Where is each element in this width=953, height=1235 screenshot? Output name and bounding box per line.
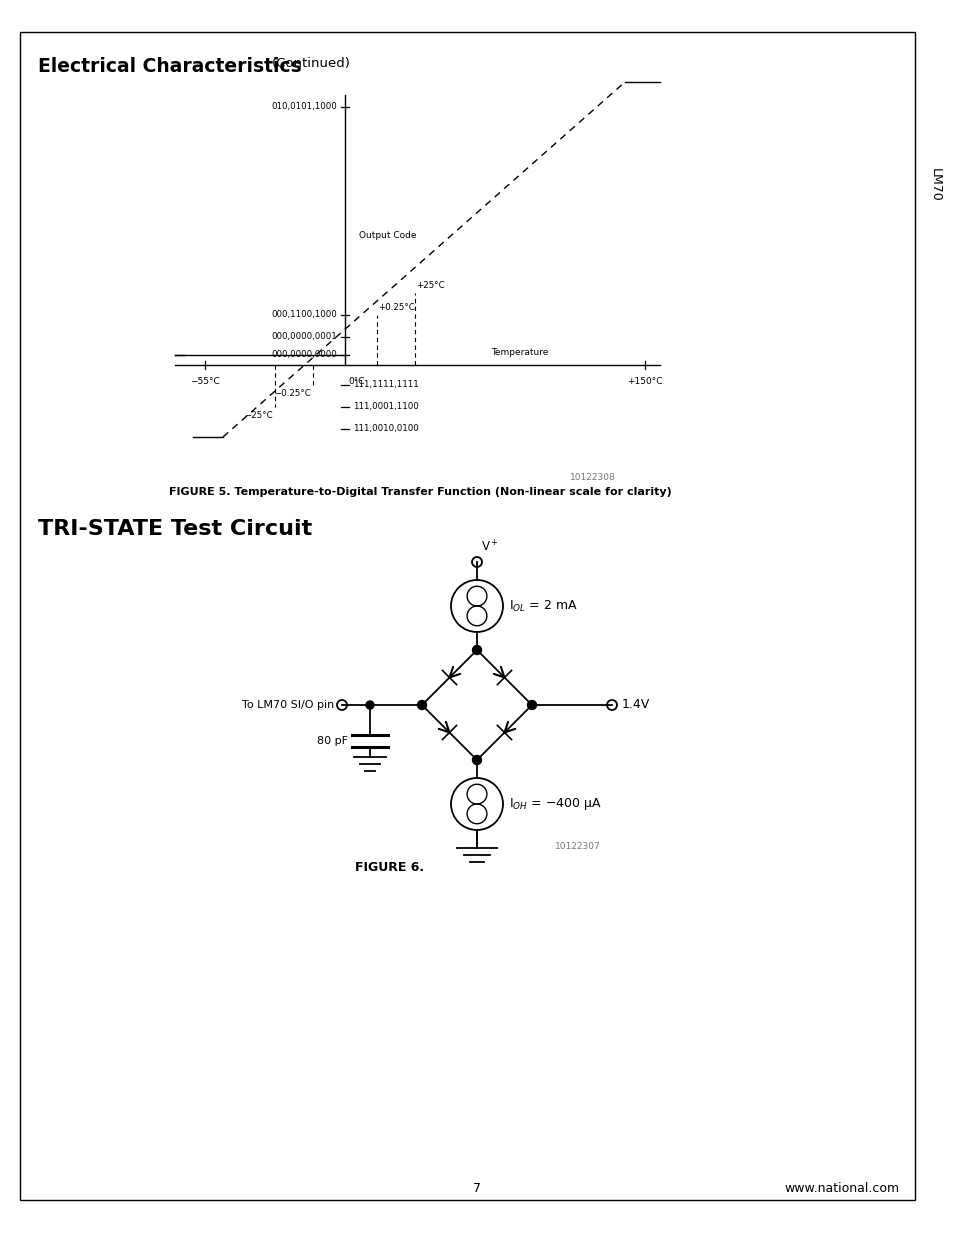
Text: +0.25°C: +0.25°C	[377, 303, 415, 312]
Text: TRI-STATE Test Circuit: TRI-STATE Test Circuit	[38, 519, 312, 538]
Text: www.national.com: www.national.com	[784, 1182, 899, 1195]
Text: −25°C: −25°C	[244, 411, 273, 420]
Text: −55°C: −55°C	[190, 377, 219, 387]
Text: FIGURE 5. Temperature-to-Digital Transfer Function (Non-linear scale for clarity: FIGURE 5. Temperature-to-Digital Transfe…	[169, 487, 671, 496]
Text: I$_{OL}$ = 2 mA: I$_{OL}$ = 2 mA	[509, 599, 578, 614]
Text: 000,1100,1000: 000,1100,1000	[271, 310, 336, 320]
Text: 10122307: 10122307	[555, 842, 600, 851]
Text: 1.4V: 1.4V	[621, 699, 650, 711]
Circle shape	[472, 756, 481, 764]
Text: Electrical Characteristics: Electrical Characteristics	[38, 57, 301, 77]
Text: 010,0101,1000: 010,0101,1000	[271, 103, 336, 111]
Text: Temperature: Temperature	[491, 348, 548, 357]
Text: V$^+$: V$^+$	[480, 540, 498, 555]
Text: 80 pF: 80 pF	[316, 736, 348, 746]
Text: −0.25°C: −0.25°C	[274, 389, 311, 398]
Text: I$_{OH}$ = −400 μA: I$_{OH}$ = −400 μA	[509, 797, 601, 811]
Text: 000,0000,0000: 000,0000,0000	[271, 351, 336, 359]
Text: 111,1111,1111: 111,1111,1111	[353, 380, 418, 389]
Text: FIGURE 6.: FIGURE 6.	[355, 861, 424, 874]
Circle shape	[472, 646, 481, 655]
Text: +150°C: +150°C	[626, 377, 662, 387]
Text: 111,0001,1100: 111,0001,1100	[353, 403, 418, 411]
Circle shape	[366, 701, 374, 709]
Text: 0°C: 0°C	[348, 377, 364, 387]
Text: LM70: LM70	[927, 168, 941, 201]
Text: +25°C: +25°C	[416, 282, 444, 290]
Text: 000,0000,0001: 000,0000,0001	[271, 332, 336, 342]
Text: 7: 7	[473, 1182, 480, 1195]
Circle shape	[527, 700, 536, 709]
Circle shape	[417, 700, 426, 709]
Text: (Continued): (Continued)	[272, 57, 351, 70]
Text: 111,0010,0100: 111,0010,0100	[353, 425, 418, 433]
Text: To LM70 SI/O pin: To LM70 SI/O pin	[241, 700, 334, 710]
Text: Output Code: Output Code	[358, 231, 416, 240]
Text: 10122308: 10122308	[569, 473, 615, 482]
